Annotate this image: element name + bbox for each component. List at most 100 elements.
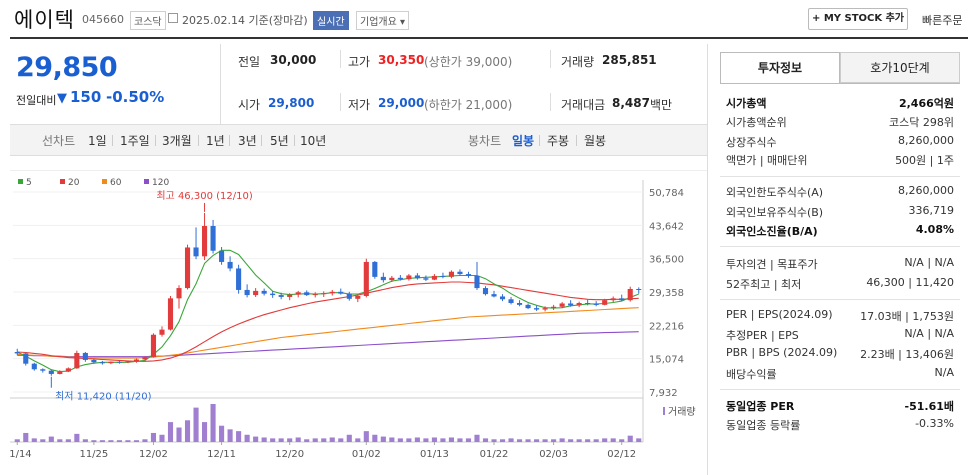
candle-body	[57, 371, 63, 374]
high-label: 고가	[348, 55, 371, 69]
company-overview-dropdown[interactable]: 기업개요 ▾	[356, 11, 409, 30]
w52-label: 52주최고 | 최저	[726, 278, 802, 291]
period-bar	[10, 124, 707, 156]
volume-bar	[491, 439, 497, 442]
y-tick-label: 22,216	[649, 321, 684, 332]
period-1y[interactable]: 1년	[206, 134, 225, 148]
volume-bar	[457, 438, 463, 442]
mcap-label: 시가총액	[726, 97, 767, 110]
dividend-label: 배당수익률	[726, 368, 777, 381]
candle-body	[389, 277, 395, 281]
volume-bar	[227, 429, 233, 442]
industry-per-value: -51.61배	[904, 400, 954, 413]
x-tick-label: 11/25	[79, 449, 108, 460]
industry-per-label: 동일업종 PER	[726, 400, 795, 413]
x-tick-label: 12/20	[275, 449, 304, 460]
candle-body	[159, 329, 165, 335]
quick-order-link[interactable]: 빠른주문	[922, 14, 963, 27]
tab-orderbook[interactable]: 호가10단계	[840, 52, 960, 83]
period-weekly[interactable]: 주봉	[547, 134, 570, 148]
volume-bar	[57, 439, 63, 442]
price-chart[interactable]: 5 20 60 120 50,784 43,642 36,500 29,358 22,216 15…	[10, 170, 707, 475]
candle-body	[287, 294, 293, 297]
candle-body	[372, 261, 378, 277]
header-divider	[10, 37, 968, 39]
divider	[720, 299, 960, 300]
period-3m[interactable]: 3개월	[162, 134, 192, 148]
volume-bar	[184, 420, 191, 442]
volume-bar	[176, 427, 182, 442]
period-1d[interactable]: 1일	[88, 134, 107, 148]
x-tick-label: 02/03	[539, 449, 568, 460]
divider	[340, 93, 341, 111]
candle-body	[31, 363, 37, 370]
volume-bar	[499, 439, 506, 442]
candle-body	[406, 275, 412, 280]
candle-body	[219, 250, 225, 262]
period-daily[interactable]: 일봉	[512, 134, 535, 148]
legend-label: 120	[152, 178, 169, 188]
realtime-button[interactable]: 실시간	[313, 11, 349, 30]
high-value: 30,350	[378, 53, 425, 67]
candle-body	[236, 268, 242, 290]
volume-bar	[440, 438, 446, 442]
prev-close-label: 전일	[238, 55, 261, 69]
volume-bar	[321, 438, 327, 442]
candle-body	[457, 271, 463, 275]
period-monthly[interactable]: 월봉	[584, 134, 607, 148]
tab-invest-info[interactable]: 투자정보	[720, 52, 840, 83]
x-tick-label: 01/02	[352, 449, 381, 460]
per-row: PER | EPS(2024.09) 17.03배 | 1,753원	[726, 308, 954, 325]
candle-body	[525, 304, 531, 309]
est-per-label: 추정PER | EPS	[726, 329, 799, 342]
separator	[261, 135, 262, 146]
candle-body	[125, 361, 131, 363]
divider	[720, 176, 960, 177]
amount-label: 거래대금	[561, 98, 606, 112]
period-10y[interactable]: 10년	[300, 134, 327, 148]
candle-body	[482, 288, 489, 295]
ma60-line	[17, 307, 639, 359]
volume-bar	[91, 440, 97, 442]
legend-swatch	[60, 179, 65, 184]
candle-body	[627, 289, 633, 301]
add-mystock-button[interactable]: + MY STOCK 추가	[808, 8, 908, 30]
lower-limit: (하한가 21,000)	[424, 98, 513, 112]
separator	[539, 135, 540, 146]
pbr-label: PBR | BPS (2024.09)	[726, 346, 838, 359]
volume-bar	[142, 439, 148, 442]
volume-bar	[278, 438, 284, 442]
candle-body	[508, 299, 514, 304]
candle-body	[551, 306, 557, 309]
period-1w[interactable]: 1주일	[120, 134, 150, 148]
candle-body	[593, 303, 599, 305]
volume-label: 거래량	[668, 406, 696, 418]
candle-body	[576, 303, 582, 306]
volume-bar	[389, 437, 395, 442]
period-5y[interactable]: 5년	[270, 134, 289, 148]
volume-bar	[329, 437, 335, 442]
legend-swatch	[18, 179, 23, 184]
current-price: 29,850	[16, 52, 118, 83]
candle-body	[380, 276, 386, 281]
candle-body	[321, 293, 327, 295]
volume-label: 거래량	[561, 55, 595, 69]
foreign-limit-row: 외국인한도주식수(A) 8,260,000	[726, 184, 954, 201]
period-3y[interactable]: 3년	[238, 134, 257, 148]
candle-body	[82, 352, 88, 360]
shares-row: 상장주식수 8,260,000	[726, 134, 954, 151]
industry-rate-label: 동일업종 등락률	[726, 419, 801, 432]
volume-bar	[593, 439, 599, 442]
shares-label: 상장주식수	[726, 136, 777, 149]
ma20-line	[17, 281, 639, 362]
candle-body	[329, 291, 335, 294]
volume-bar	[48, 436, 54, 442]
volume-bar	[542, 439, 548, 442]
foreign-hold-label: 외국인보유주식수(B)	[726, 206, 824, 219]
w52-row: 52주최고 | 최저 46,300 | 11,420	[726, 276, 954, 293]
volume-bar	[482, 438, 489, 442]
x-tick-label: 12/02	[139, 449, 168, 460]
candle-body	[397, 277, 403, 280]
volume-bar	[244, 434, 250, 442]
industry-rate-row: 동일업종 등락률 -0.33%	[726, 417, 954, 434]
